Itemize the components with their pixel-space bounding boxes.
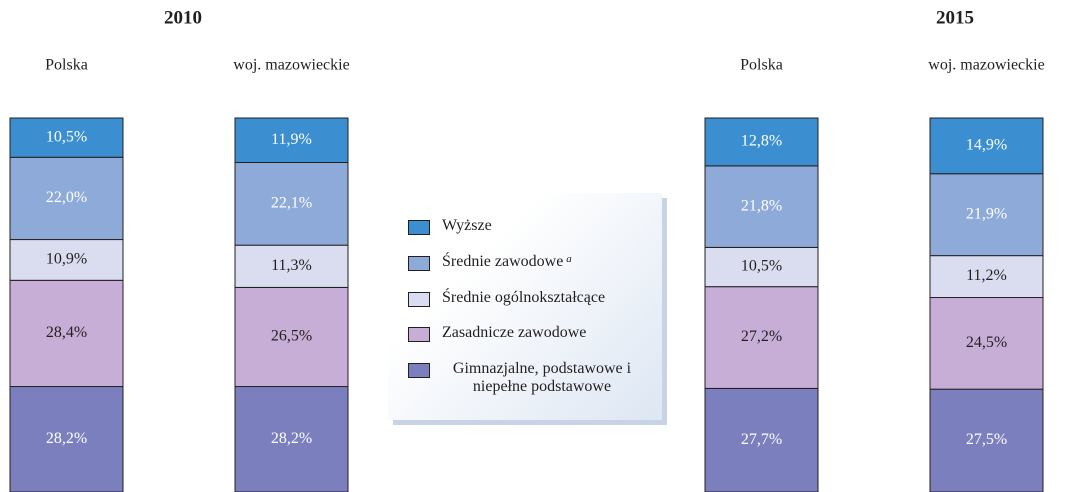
value-label: 10,9%: [46, 251, 87, 268]
bar-segment: [9, 239, 124, 281]
bar-segment: [929, 255, 1044, 299]
bar-segment: [704, 246, 819, 288]
legend-item: Zasadnicze zawodowe: [408, 324, 586, 342]
value-label: 26,5%: [271, 328, 312, 345]
bar-segment: [9, 386, 124, 492]
bar-segment: [929, 173, 1044, 257]
value-label: 12,8%: [741, 133, 782, 150]
value-label: 27,5%: [966, 431, 1007, 448]
legend-swatch: [408, 363, 430, 378]
bar-segment: [9, 156, 124, 241]
bar-segment: [9, 279, 124, 388]
bar-segment: [704, 286, 819, 389]
bar-segment: [704, 387, 819, 492]
bar-segment: [234, 386, 349, 492]
category-label: Polska: [740, 57, 783, 74]
value-label: 11,2%: [966, 267, 1007, 284]
legend-item: Średnie zawodowe a: [408, 253, 572, 271]
legend-swatch: [408, 220, 430, 235]
footnote-mark: a: [566, 253, 572, 265]
bar-segment: [234, 162, 349, 246]
value-label: 28,2%: [271, 430, 312, 447]
legend-label: Wyższe: [442, 217, 492, 234]
legend-swatch: [408, 292, 430, 307]
bar-segment: [704, 165, 819, 248]
legend-item: Gimnazjalne, podstawowe i niepełne podst…: [408, 360, 642, 396]
group-label: 2010: [164, 7, 202, 28]
legend-label: Zasadnicze zawodowe: [442, 324, 587, 341]
legend-swatch: [408, 327, 430, 342]
value-label: 21,9%: [966, 205, 1007, 222]
legend-item: Wyższe: [408, 217, 492, 235]
group-label: 2015: [936, 7, 974, 28]
category-label: woj. mazowieckie: [928, 57, 1044, 74]
value-label: 27,7%: [741, 431, 782, 448]
bar-segment: [929, 117, 1044, 175]
legend-label: Gimnazjalne, podstawowe i niepełne podst…: [452, 360, 632, 395]
value-label: 28,2%: [46, 430, 87, 447]
bar-segment: [234, 244, 349, 288]
value-label: 22,0%: [46, 189, 87, 206]
value-label: 10,5%: [741, 258, 782, 275]
value-label: 11,9%: [271, 131, 312, 148]
value-label: 21,8%: [741, 197, 782, 214]
category-label: Polska: [45, 57, 88, 74]
bar-segment: [9, 117, 124, 158]
bar-segment: [234, 117, 349, 164]
bar-segment: [234, 286, 349, 388]
legend-label: Średnie zawodowe: [442, 253, 564, 270]
value-label: 27,2%: [741, 328, 782, 345]
bar-segment: [704, 117, 819, 167]
legend-item: Średnie ogólnokształcące: [408, 289, 605, 307]
legend: Wyższe Średnie zawodowe a Średnie ogólnoksz…: [388, 193, 662, 420]
value-label: 10,5%: [46, 128, 87, 145]
value-label: 14,9%: [966, 137, 1007, 154]
category-label: woj. mazowieckie: [233, 57, 349, 74]
value-label: 28,4%: [46, 324, 87, 341]
legend-label: Średnie ogólnokształcące: [442, 289, 606, 306]
value-label: 11,3%: [271, 257, 312, 274]
legend-swatch: [408, 256, 430, 271]
bar-segment: [929, 297, 1044, 390]
value-label: 24,5%: [966, 334, 1007, 351]
value-label: 22,1%: [271, 195, 312, 212]
